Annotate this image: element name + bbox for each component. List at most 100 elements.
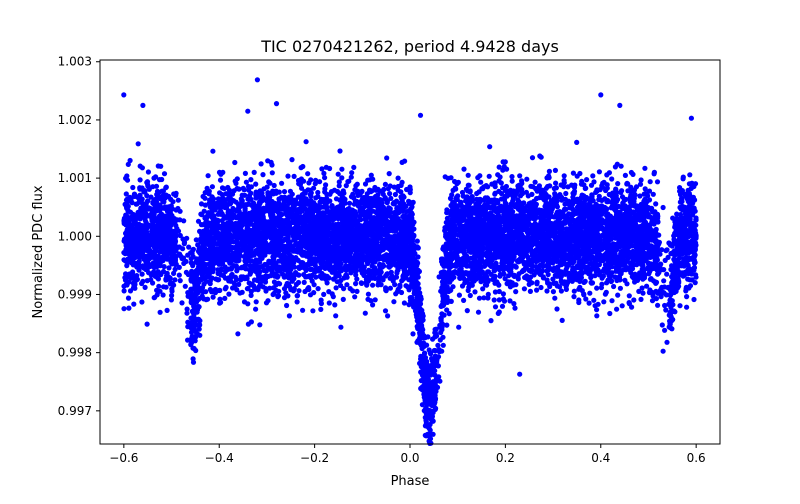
- data-point: [251, 169, 257, 175]
- data-point: [554, 306, 560, 312]
- data-point: [248, 177, 254, 183]
- data-point: [217, 296, 223, 302]
- data-point: [198, 201, 205, 207]
- data-point: [407, 295, 413, 301]
- data-point: [422, 432, 428, 438]
- data-point: [687, 172, 693, 178]
- data-point: [496, 288, 502, 295]
- data-point: [387, 191, 393, 197]
- data-point: [144, 321, 150, 327]
- data-point: [336, 179, 342, 185]
- data-point: [265, 298, 271, 304]
- data-point: [160, 284, 167, 290]
- data-point: [499, 303, 506, 309]
- data-point: [401, 300, 407, 306]
- data-point: [395, 175, 401, 181]
- data-point: [561, 173, 567, 179]
- data-point: [500, 291, 506, 297]
- data-point: [398, 289, 405, 296]
- data-point: [140, 202, 146, 208]
- data-point: [552, 295, 558, 301]
- data-point: [337, 148, 343, 154]
- data-point: [168, 297, 174, 303]
- data-point: [349, 170, 355, 176]
- data-point: [315, 286, 321, 292]
- data-point: [693, 272, 699, 278]
- data-point: [177, 278, 183, 284]
- data-point: [210, 294, 216, 300]
- data-point: [659, 322, 665, 328]
- data-point: [464, 308, 470, 314]
- data-point: [693, 215, 699, 221]
- data-point: [336, 183, 342, 189]
- data-point: [571, 288, 577, 294]
- data-point: [260, 172, 266, 178]
- data-point: [476, 295, 483, 301]
- data-point: [153, 183, 160, 189]
- data-point: [640, 290, 646, 296]
- data-point: [590, 173, 596, 179]
- data-point: [223, 284, 229, 290]
- data-point: [660, 348, 666, 354]
- data-point: [324, 280, 330, 286]
- data-point: [547, 183, 553, 189]
- data-point: [291, 286, 297, 292]
- data-point: [649, 298, 656, 304]
- data-point: [594, 307, 600, 313]
- data-point: [491, 275, 498, 281]
- data-point: [604, 280, 610, 286]
- data-point: [655, 302, 661, 308]
- data-point: [527, 288, 534, 294]
- data-point: [488, 271, 494, 277]
- data-point: [341, 286, 347, 292]
- data-point: [466, 182, 472, 188]
- data-point: [472, 289, 478, 295]
- data-point: [662, 257, 668, 263]
- data-point: [121, 306, 127, 312]
- data-point: [347, 286, 353, 292]
- data-point: [630, 171, 636, 177]
- data-point: [647, 179, 653, 185]
- data-point: [672, 309, 678, 315]
- data-point: [382, 181, 388, 187]
- data-point: [318, 306, 324, 312]
- data-point: [151, 175, 157, 181]
- data-point: [594, 285, 600, 291]
- data-point: [269, 170, 275, 176]
- data-point: [583, 296, 589, 302]
- data-point: [449, 192, 455, 198]
- data-point: [684, 304, 690, 310]
- data-point: [574, 139, 580, 145]
- data-point: [663, 307, 669, 313]
- data-point: [526, 281, 532, 287]
- data-point: [365, 291, 371, 297]
- data-point: [253, 299, 259, 305]
- data-point: [391, 200, 397, 206]
- data-point: [653, 296, 660, 302]
- points-layer: [121, 77, 699, 446]
- data-point: [385, 186, 391, 192]
- data-point: [461, 297, 467, 303]
- data-point: [529, 155, 536, 161]
- data-point: [465, 172, 471, 178]
- data-point: [131, 301, 137, 307]
- data-point: [591, 297, 597, 303]
- data-point: [179, 300, 185, 306]
- data-point: [218, 267, 224, 273]
- data-point: [437, 337, 443, 343]
- data-point: [123, 191, 129, 197]
- data-point: [456, 292, 462, 298]
- data-point: [370, 282, 376, 288]
- data-point: [217, 287, 223, 293]
- data-point: [285, 173, 291, 179]
- data-point: [182, 283, 188, 289]
- data-point: [607, 310, 613, 317]
- data-point: [137, 177, 143, 183]
- data-point: [609, 176, 615, 182]
- data-point: [370, 302, 376, 308]
- data-point: [338, 324, 344, 330]
- data-point: [394, 270, 400, 276]
- data-point: [661, 278, 667, 284]
- data-point: [121, 288, 127, 294]
